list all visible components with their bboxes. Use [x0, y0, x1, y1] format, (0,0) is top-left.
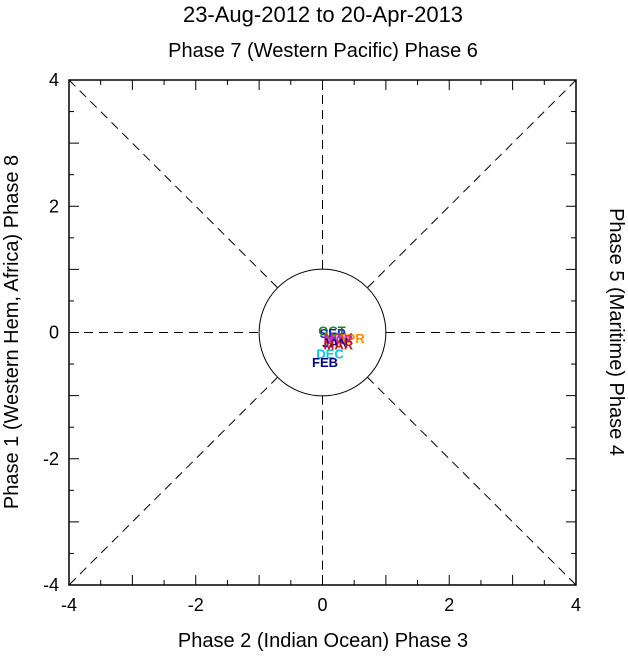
x-tick-label: -4: [61, 595, 77, 615]
axis-ticks: [68, 79, 577, 586]
y-tick-label: -2: [43, 449, 59, 469]
x-tick-label: -2: [188, 595, 204, 615]
month-label-nov: NOV: [324, 330, 353, 345]
month-label-oct: OCT: [318, 324, 346, 339]
x-tick-label: 4: [571, 595, 581, 615]
unit-circle: [258, 268, 387, 397]
y-tick-label: 2: [49, 196, 59, 216]
month-label-feb: FEB: [312, 355, 338, 370]
month-label-mar: MAR: [324, 337, 354, 352]
month-label-jan: JAN: [322, 336, 348, 351]
month-label-sep: SEP: [320, 326, 346, 341]
guide-diag-sw: [68, 376, 279, 586]
y-tick-label: -4: [43, 575, 59, 595]
top-phase-label: Phase 7 (Western Pacific) Phase 6: [168, 40, 478, 62]
axis-tick-labels: -4 -2 0 2 4 -4 -2 0 2 4: [43, 70, 581, 615]
guide-diag-nw: [68, 79, 279, 289]
right-phase-label: Phase 5 (Maritime) Phase 4: [605, 208, 627, 456]
chart-title: 23-Aug-2012 to 20-Apr-2013: [183, 2, 463, 27]
y-tick-label: 4: [49, 70, 59, 90]
month-label-apr: APR: [337, 331, 365, 346]
guide-diag-se: [366, 376, 577, 586]
month-label-mar: MAR: [324, 332, 354, 347]
y-tick-label: 0: [49, 323, 59, 343]
month-label-dec: DEC: [316, 346, 344, 361]
guide-lines: [68, 79, 577, 586]
left-phase-label: Phase 1 (Western Hem, Africa) Phase 8: [1, 155, 23, 509]
x-tick-label: 2: [444, 595, 454, 615]
guide-diag-ne: [366, 79, 577, 289]
bottom-phase-label: Phase 2 (Indian Ocean) Phase 3: [178, 630, 468, 652]
x-tick-label: 0: [317, 595, 327, 615]
